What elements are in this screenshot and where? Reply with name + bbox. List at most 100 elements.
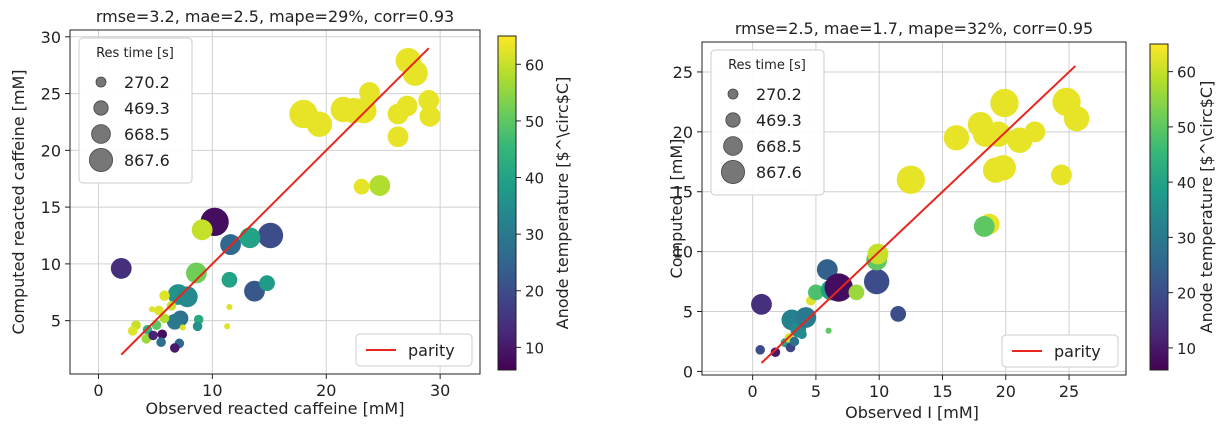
- x-tick-label: 0: [93, 381, 103, 400]
- x-tick-label: 10: [869, 382, 889, 401]
- colorbar-tick-label: 20: [525, 283, 544, 301]
- parity-legend-label: parity: [1054, 342, 1101, 361]
- size-legend-label: 867.6: [124, 151, 170, 170]
- data-point: [755, 345, 766, 355]
- parity-legend-label: parity: [408, 341, 455, 360]
- size-legend-title: Res time [s]: [728, 58, 806, 73]
- y-axis-label: Computed reacted caffeine [mM]: [9, 69, 28, 334]
- y-tick-label: 30: [41, 28, 61, 47]
- y-tick-label: 10: [673, 243, 693, 262]
- data-point: [890, 306, 907, 322]
- colorbar-tick-label: 40: [525, 170, 544, 188]
- data-point: [751, 293, 772, 315]
- data-point: [863, 268, 890, 295]
- size-legend-label: 668.5: [756, 137, 802, 156]
- colorbar-tick-label: 60: [525, 56, 544, 74]
- data-point: [896, 165, 925, 194]
- data-point: [110, 258, 132, 279]
- size-legend-label: 469.3: [756, 111, 802, 130]
- y-tick-label: 15: [41, 198, 61, 217]
- data-point: [990, 155, 1016, 181]
- size-legend-label: 469.3: [124, 99, 170, 118]
- data-point: [157, 329, 168, 340]
- data-point: [387, 126, 409, 148]
- size-legend-marker: [725, 112, 741, 128]
- size-legend-marker: [727, 88, 739, 100]
- size-legend-label: 270.2: [756, 85, 802, 104]
- size-legend-label: 270.2: [124, 73, 170, 92]
- parity-legend: [1001, 334, 1119, 368]
- data-point: [192, 321, 203, 332]
- data-point: [418, 89, 440, 111]
- parity-line: [760, 65, 1077, 364]
- data-point: [825, 327, 832, 334]
- data-point: [226, 303, 233, 311]
- plot-frame: [69, 29, 481, 375]
- chart-1: 0 10 20 30 5 10 15 20 25 30 rmse=3.2, mae=2.5, map…: [9, 7, 572, 418]
- y-axis-label: Computed I [mM]: [667, 139, 686, 279]
- data-point: [943, 125, 970, 151]
- data-point: [239, 227, 261, 249]
- y-tick-label: 5: [51, 312, 61, 331]
- y-tick-label: 0: [683, 362, 693, 381]
- data-point: [127, 326, 138, 336]
- colorbar-tick-label: 10: [525, 339, 544, 357]
- x-tick-label: 25: [1059, 382, 1079, 401]
- size-legend-marker: [91, 124, 111, 144]
- colorbar: [1149, 43, 1169, 371]
- data-point: [795, 307, 817, 328]
- data-point: [848, 284, 865, 301]
- colorbar-tick-label: 30: [525, 226, 544, 244]
- size-legend-marker: [723, 136, 743, 156]
- y-tick-label: 25: [41, 85, 61, 104]
- data-point: [257, 222, 284, 249]
- colorbar-tick-label: 50: [525, 113, 544, 131]
- data-point: [816, 259, 838, 280]
- colorbar-label: Anode temperature [$^\circ$C]: [553, 77, 572, 330]
- x-tick-label: 0: [748, 382, 758, 401]
- x-tick-label: 10: [202, 381, 222, 400]
- data-point: [148, 330, 158, 341]
- parity-legend: [355, 333, 473, 367]
- data-point: [808, 284, 824, 301]
- data-point: [191, 219, 213, 241]
- data-point: [306, 111, 333, 137]
- data-point: [1063, 105, 1090, 132]
- data-point: [973, 216, 995, 237]
- colorbar-tick-label: 20: [1177, 285, 1196, 303]
- data-point: [824, 273, 853, 302]
- data-point: [159, 290, 170, 301]
- parity-line: [120, 47, 430, 356]
- size-legend-label: 867.6: [756, 163, 802, 182]
- y-tick-label: 5: [683, 303, 693, 322]
- colorbar-tick-label: 10: [1177, 340, 1196, 358]
- y-tick-label: 20: [41, 141, 61, 160]
- x-axis-label: Observed reacted caffeine [mM]: [146, 399, 405, 418]
- data-point: [353, 178, 370, 195]
- plot-frame: [701, 41, 1127, 376]
- chart-title: rmse=3.2, mae=2.5, mape=29%, corr=0.93: [96, 7, 454, 26]
- data-point: [154, 305, 164, 316]
- data-point: [419, 105, 441, 127]
- x-tick-label: 15: [932, 382, 952, 401]
- x-tick-label: 30: [430, 381, 450, 400]
- y-tick-label: 15: [673, 183, 693, 202]
- data-point: [990, 88, 1019, 118]
- colorbar-label: Anode temperature [$^\circ$C]: [1197, 81, 1216, 334]
- data-point: [186, 262, 207, 284]
- data-point: [1051, 164, 1072, 186]
- y-tick-label: 25: [673, 63, 693, 82]
- data-point: [159, 313, 170, 324]
- data-point: [148, 306, 156, 313]
- size-legend-title: Res time [s]: [96, 46, 174, 61]
- x-tick-label: 20: [316, 381, 336, 400]
- x-tick-label: 5: [811, 382, 821, 401]
- data-point: [369, 175, 391, 196]
- data-point: [156, 337, 166, 348]
- data-point: [351, 97, 377, 124]
- chart-2: 0 5 10 15 20 25 0 5 10 15 20 25 rmse=2.5, mae=1.7, m…: [667, 19, 1216, 422]
- data-point: [789, 336, 800, 347]
- colorbar-tick-label: 60: [1177, 64, 1196, 82]
- data-point: [259, 275, 275, 292]
